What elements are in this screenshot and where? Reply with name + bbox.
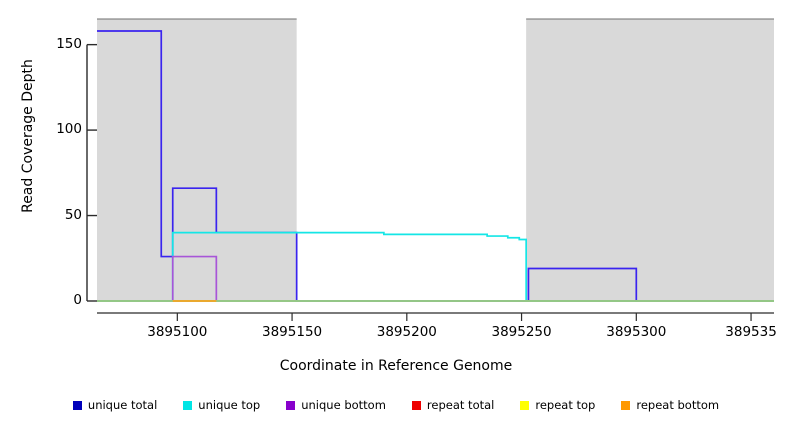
x-tick-label-4: 3895300 bbox=[606, 324, 667, 340]
legend-label: unique bottom bbox=[301, 398, 386, 412]
legend-label: unique top bbox=[198, 398, 261, 412]
legend-label: repeat bottom bbox=[636, 398, 720, 412]
legend-swatch-icon bbox=[411, 400, 421, 410]
legend-swatch-icon bbox=[183, 400, 193, 410]
legend-swatch-icon bbox=[72, 400, 82, 410]
legend-label: repeat total bbox=[426, 398, 495, 412]
legend-swatch-icon bbox=[621, 400, 631, 410]
y-tick-label-3: 150 bbox=[56, 35, 82, 52]
legend-item-unique-bottom[interactable]: unique bottom bbox=[286, 398, 386, 412]
legend-item-unique-total[interactable]: unique total bbox=[72, 398, 158, 412]
series-unique-top bbox=[97, 231, 774, 302]
legend-label: unique total bbox=[87, 398, 158, 412]
y-tick-label-0: 0 bbox=[73, 292, 82, 308]
y-tick-label-2: 100 bbox=[56, 121, 82, 138]
x-tick-label-5: 389535 bbox=[725, 324, 777, 340]
legend-swatch-icon bbox=[520, 400, 530, 410]
x-axis-title: Coordinate in Reference Genome bbox=[279, 358, 513, 374]
legend-item-repeat-total[interactable]: repeat total bbox=[411, 398, 495, 412]
legend-label: repeat top bbox=[535, 398, 596, 412]
chart-legend: unique total unique top unique bottom repea… bbox=[0, 398, 792, 412]
shaded-region-0 bbox=[97, 19, 297, 301]
x-tick-label-2: 3895200 bbox=[376, 324, 437, 340]
shaded-region-1 bbox=[526, 19, 774, 301]
legend-item-repeat-top[interactable]: repeat top bbox=[520, 398, 595, 412]
x-tick-label-0: 3895100 bbox=[147, 324, 208, 340]
legend-item-repeat-bottom[interactable]: repeat bottom bbox=[621, 398, 719, 412]
x-tick-label-1: 3895150 bbox=[262, 324, 323, 340]
legend-swatch-icon bbox=[286, 400, 296, 410]
y-tick-label-1: 50 bbox=[64, 206, 82, 223]
x-tick-label-3: 3895250 bbox=[491, 324, 552, 340]
legend-item-unique-top[interactable]: unique top bbox=[183, 398, 260, 412]
